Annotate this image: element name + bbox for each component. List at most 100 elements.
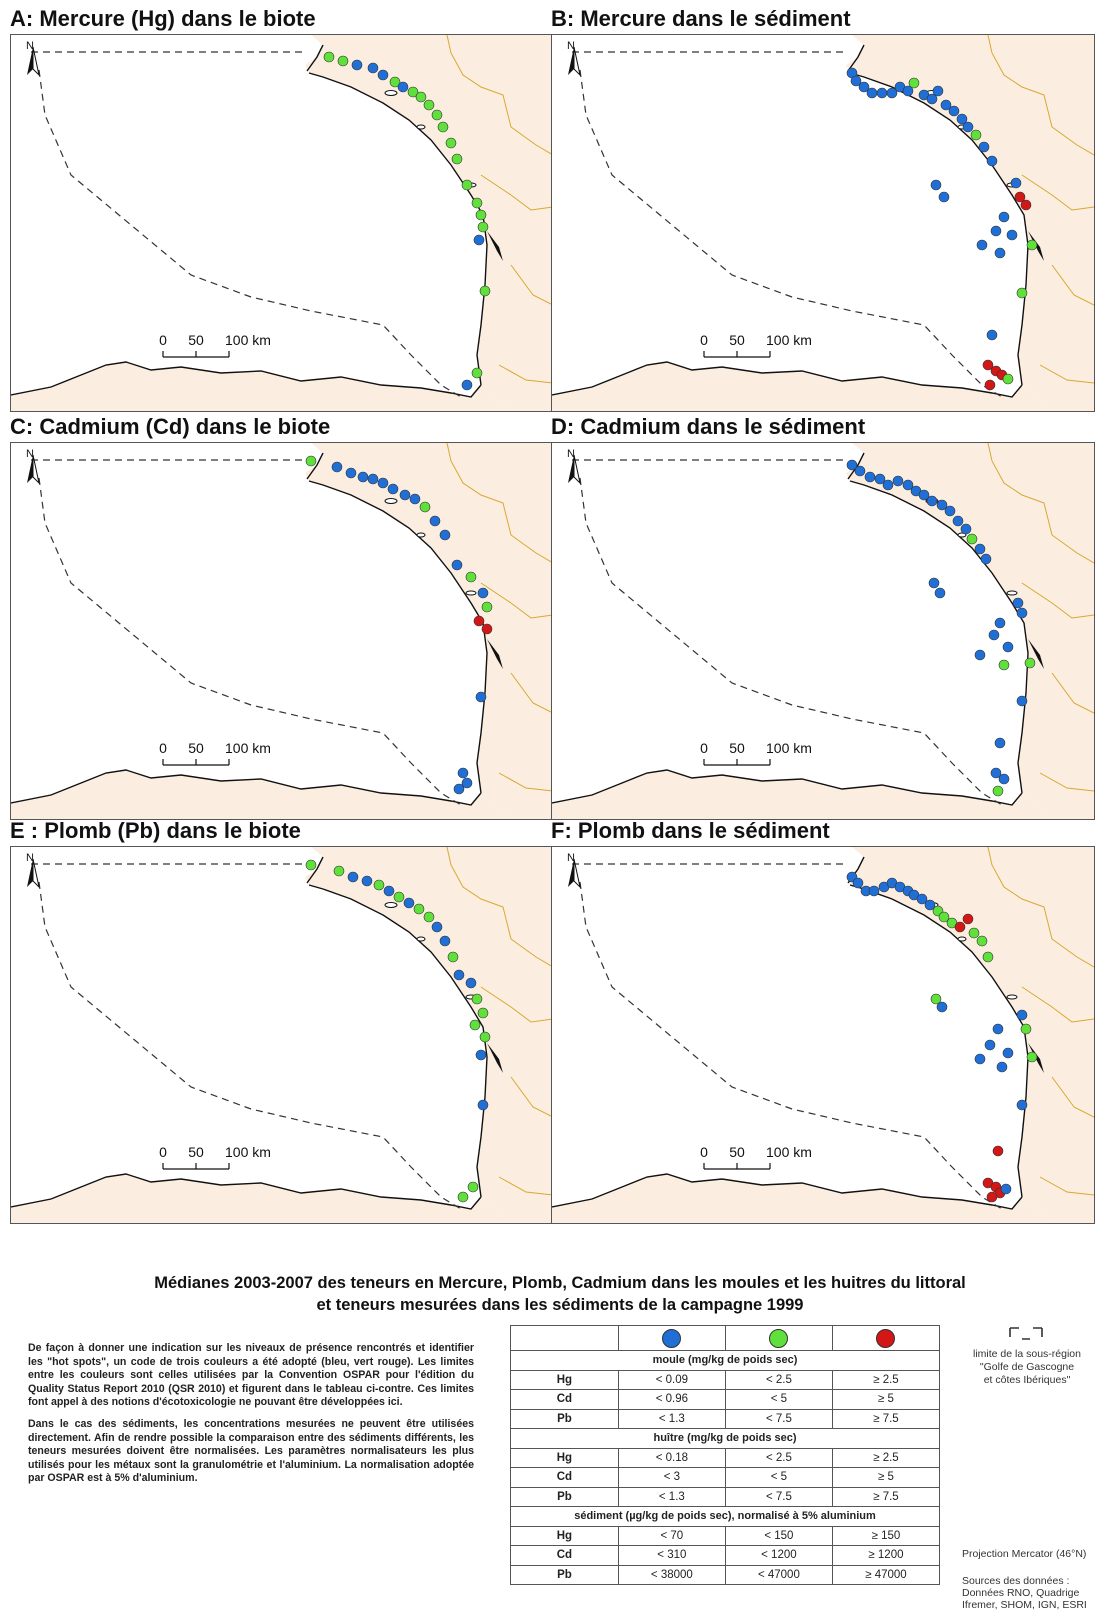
station-dot — [377, 69, 389, 81]
value-cell: < 47000 — [724, 1564, 833, 1585]
station-dot — [473, 234, 485, 246]
station-dot — [323, 51, 335, 63]
panel-a: A: Mercure (Hg) dans le biote N 0 50 100 km — [10, 6, 554, 412]
table-row: Pb < 1.3 < 7.5 ≥ 7.5 — [510, 1408, 941, 1429]
boundary-legend: limite de la sous-région "Golfe de Gasco… — [962, 1348, 1092, 1387]
value-cell: ≥ 7.5 — [831, 1408, 941, 1429]
station-dot — [984, 379, 996, 391]
element-cell: Pb — [510, 1564, 619, 1585]
station-dot — [475, 691, 487, 703]
sources-text: Données RNO, Quadrige — [962, 1587, 1080, 1599]
station-dot — [403, 897, 415, 909]
station-dot — [960, 523, 972, 535]
land-spain — [11, 770, 511, 819]
station-dot — [962, 121, 974, 133]
station-dot — [868, 885, 880, 897]
station-dot — [932, 85, 944, 97]
station-dot — [453, 783, 465, 795]
subregion-boundary — [31, 863, 462, 1210]
station-dot — [984, 1039, 996, 1051]
station-dot — [988, 629, 1000, 641]
coastline — [11, 452, 488, 806]
scale-tick-label: 0 — [700, 332, 708, 348]
map: N 0 50 100 km — [551, 846, 1095, 1224]
description-paragraph: De façon à donner une indication sur les… — [28, 1342, 474, 1409]
station-dots — [846, 459, 1036, 797]
subregion-boundary — [572, 51, 1003, 398]
value-cell: < 310 — [617, 1545, 726, 1566]
north-label: N — [567, 852, 575, 864]
station-dot — [475, 1049, 487, 1061]
station-dot — [357, 471, 369, 483]
scale-tick-label: 100 km — [766, 332, 812, 348]
station-dots — [305, 859, 491, 1203]
section-header: huître (mg/kg de poids sec) — [510, 1428, 940, 1449]
panel-c: C: Cadmium (Cd) dans le biote N 0 50 100 km — [10, 414, 554, 820]
map: N 0 50 100 km — [551, 34, 1095, 412]
north-arrow-icon: N — [567, 852, 581, 889]
island — [384, 902, 398, 908]
station-dot — [1024, 657, 1036, 669]
station-dot — [423, 911, 435, 923]
station-dot — [930, 179, 942, 191]
station-dot — [944, 505, 956, 517]
table-row: Hg < 0.18 < 2.5 ≥ 2.5 — [510, 1447, 941, 1468]
table-row: Cd < 3 < 5 ≥ 5 — [510, 1467, 941, 1488]
station-dot — [1014, 191, 1026, 203]
station-dot — [982, 359, 994, 371]
station-dots — [305, 455, 493, 795]
station-dot — [351, 59, 363, 71]
map: N 0 50 100 km — [551, 442, 1095, 820]
station-dot — [347, 871, 359, 883]
panel-f: F: Plomb dans le sédiment N 0 50 100 km — [551, 818, 1095, 1224]
gironde-estuary — [487, 231, 503, 261]
scale-bar: 0 50 100 km — [700, 740, 812, 766]
scale-tick-label: 100 km — [225, 740, 271, 756]
station-dot — [305, 455, 317, 467]
color-row — [510, 1325, 941, 1351]
boundary-legend-text: et côtes Ibériques" — [983, 1374, 1071, 1386]
station-dot — [451, 559, 463, 571]
station-dot — [986, 1191, 998, 1203]
station-dot — [477, 1007, 489, 1019]
station-dot — [916, 893, 928, 905]
station-dot — [938, 191, 950, 203]
north-label: N — [567, 448, 575, 460]
element-cell: Pb — [510, 1486, 619, 1507]
station-dot — [331, 461, 343, 473]
value-cell: ≥ 5 — [831, 1467, 941, 1488]
station-dot — [882, 479, 894, 491]
station-dot — [992, 1023, 1004, 1035]
station-dot — [481, 623, 493, 635]
description: De façon à donner une indication sur les… — [28, 1342, 474, 1494]
land-spain — [552, 770, 1052, 819]
station-dot — [902, 479, 914, 491]
scale-bar: 0 50 100 km — [700, 1144, 812, 1170]
station-dot — [930, 993, 942, 1005]
scale-tick-label: 50 — [188, 1144, 204, 1160]
station-dot — [998, 659, 1010, 671]
scale-tick-label: 0 — [159, 332, 167, 348]
station-dot — [986, 155, 998, 167]
station-dot — [305, 859, 317, 871]
north-label: N — [26, 852, 34, 864]
panel-title: F: Plomb dans le sédiment — [551, 818, 830, 843]
station-dot — [397, 81, 409, 93]
coastline — [552, 452, 1029, 806]
station-dot — [471, 993, 483, 1005]
station-dot — [399, 489, 411, 501]
station-dot — [918, 489, 930, 501]
station-dot — [439, 935, 451, 947]
station-dot — [1000, 1183, 1012, 1195]
panel-title: D: Cadmium dans le sédiment — [551, 414, 866, 439]
station-dot — [954, 921, 966, 933]
value-cell: < 2.5 — [724, 1447, 833, 1468]
scale-tick-label: 50 — [729, 740, 745, 756]
station-dot — [451, 153, 463, 165]
scale-tick-label: 100 km — [225, 1144, 271, 1160]
scale-tick-label: 50 — [188, 740, 204, 756]
north-label: N — [26, 40, 34, 52]
land-france — [846, 847, 1094, 1223]
subregion-boundary — [572, 863, 1003, 1210]
caption-line-2: et teneurs mesurées dans les sédiments d… — [316, 1296, 804, 1314]
